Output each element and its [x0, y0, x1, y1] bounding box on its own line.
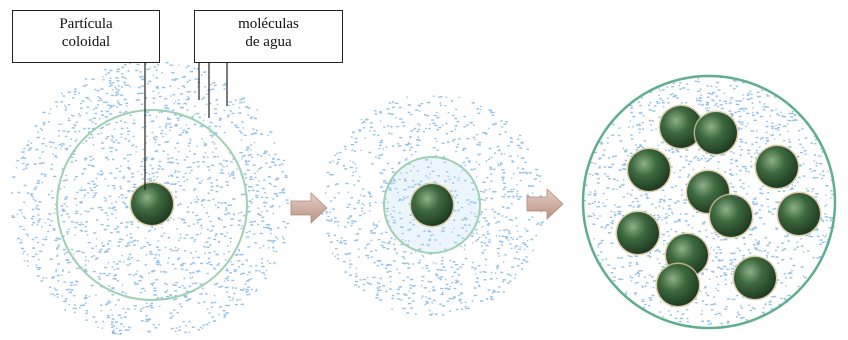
- aggregate-particle-11: [734, 257, 776, 299]
- label-water-line2: de agua: [245, 34, 292, 50]
- aggregate-boundary: [581, 74, 837, 330]
- aggregate-particle-4: [756, 146, 798, 188]
- arrow-2: [526, 188, 564, 220]
- arrows-layer: [290, 188, 564, 224]
- aggregate-particle-6: [710, 195, 752, 237]
- solvation-shell-1: [56, 109, 248, 301]
- aggregate-particle-8: [617, 212, 659, 254]
- aggregate-particle-7: [778, 193, 820, 235]
- aggregate-particle-10: [657, 264, 699, 306]
- aggregate-particle-1: [660, 106, 702, 148]
- arrow-1: [290, 192, 328, 224]
- colloidal-particle-1: [131, 183, 173, 225]
- aggregate-particle-2: [695, 112, 737, 154]
- leader-lines-layer: [144, 63, 228, 190]
- label-water-line1: moléculas: [238, 16, 299, 32]
- label-particle-coloidal: Partícula coloidal: [12, 10, 160, 63]
- label-particle-line1: Partícula: [59, 16, 113, 32]
- label-particle-line2: coloidal: [61, 34, 111, 50]
- particles-layer: [129, 104, 822, 308]
- label-water-molecules: moléculas de agua: [194, 10, 343, 63]
- aggregate-particle-3: [628, 149, 670, 191]
- colloidal-particle-2: [411, 184, 453, 226]
